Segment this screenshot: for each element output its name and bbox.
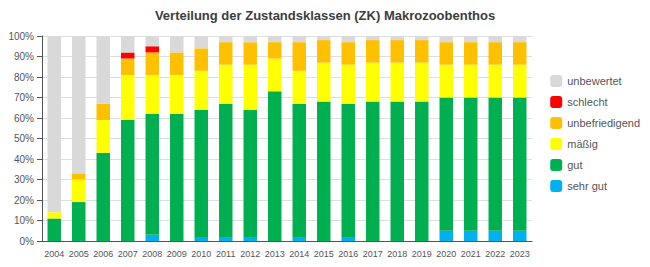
svg-text:2013: 2013	[265, 249, 285, 259]
svg-text:2012: 2012	[240, 249, 260, 259]
svg-text:50%: 50%	[14, 133, 34, 144]
svg-text:90%: 90%	[14, 51, 34, 62]
svg-text:2010: 2010	[191, 249, 211, 259]
svg-text:2009: 2009	[167, 249, 187, 259]
svg-text:2004: 2004	[44, 249, 64, 259]
svg-text:60%: 60%	[14, 113, 34, 124]
svg-text:20%: 20%	[14, 195, 34, 206]
svg-text:2022: 2022	[485, 249, 505, 259]
svg-text:2006: 2006	[93, 249, 113, 259]
svg-text:2014: 2014	[289, 249, 309, 259]
svg-text:mäßig: mäßig	[567, 138, 598, 150]
svg-text:2018: 2018	[387, 249, 407, 259]
svg-text:70%: 70%	[14, 92, 34, 103]
svg-text:80%: 80%	[14, 72, 34, 83]
svg-text:2005: 2005	[69, 249, 89, 259]
svg-text:30%: 30%	[14, 174, 34, 185]
svg-text:2017: 2017	[363, 249, 383, 259]
svg-text:2015: 2015	[314, 249, 334, 259]
svg-text:2023: 2023	[510, 249, 530, 259]
svg-text:unbefriedigend: unbefriedigend	[567, 117, 640, 129]
svg-text:2016: 2016	[338, 249, 358, 259]
svg-text:2011: 2011	[216, 249, 235, 259]
svg-text:40%: 40%	[14, 154, 34, 165]
svg-text:schlecht: schlecht	[567, 96, 607, 108]
svg-text:Verteilung der Zustandsklassen: Verteilung der Zustandsklassen (ZK) Makr…	[155, 8, 495, 23]
svg-text:unbewertet: unbewertet	[567, 75, 621, 87]
svg-text:2021: 2021	[461, 249, 481, 259]
svg-text:sehr gut: sehr gut	[567, 180, 607, 192]
svg-text:2020: 2020	[436, 249, 456, 259]
svg-text:2019: 2019	[412, 249, 432, 259]
svg-text:10%: 10%	[14, 215, 34, 226]
svg-text:100%: 100%	[8, 31, 34, 42]
svg-text:0%: 0%	[20, 236, 35, 247]
svg-text:2008: 2008	[142, 249, 162, 259]
svg-text:2007: 2007	[118, 249, 138, 259]
svg-text:gut: gut	[567, 159, 582, 171]
